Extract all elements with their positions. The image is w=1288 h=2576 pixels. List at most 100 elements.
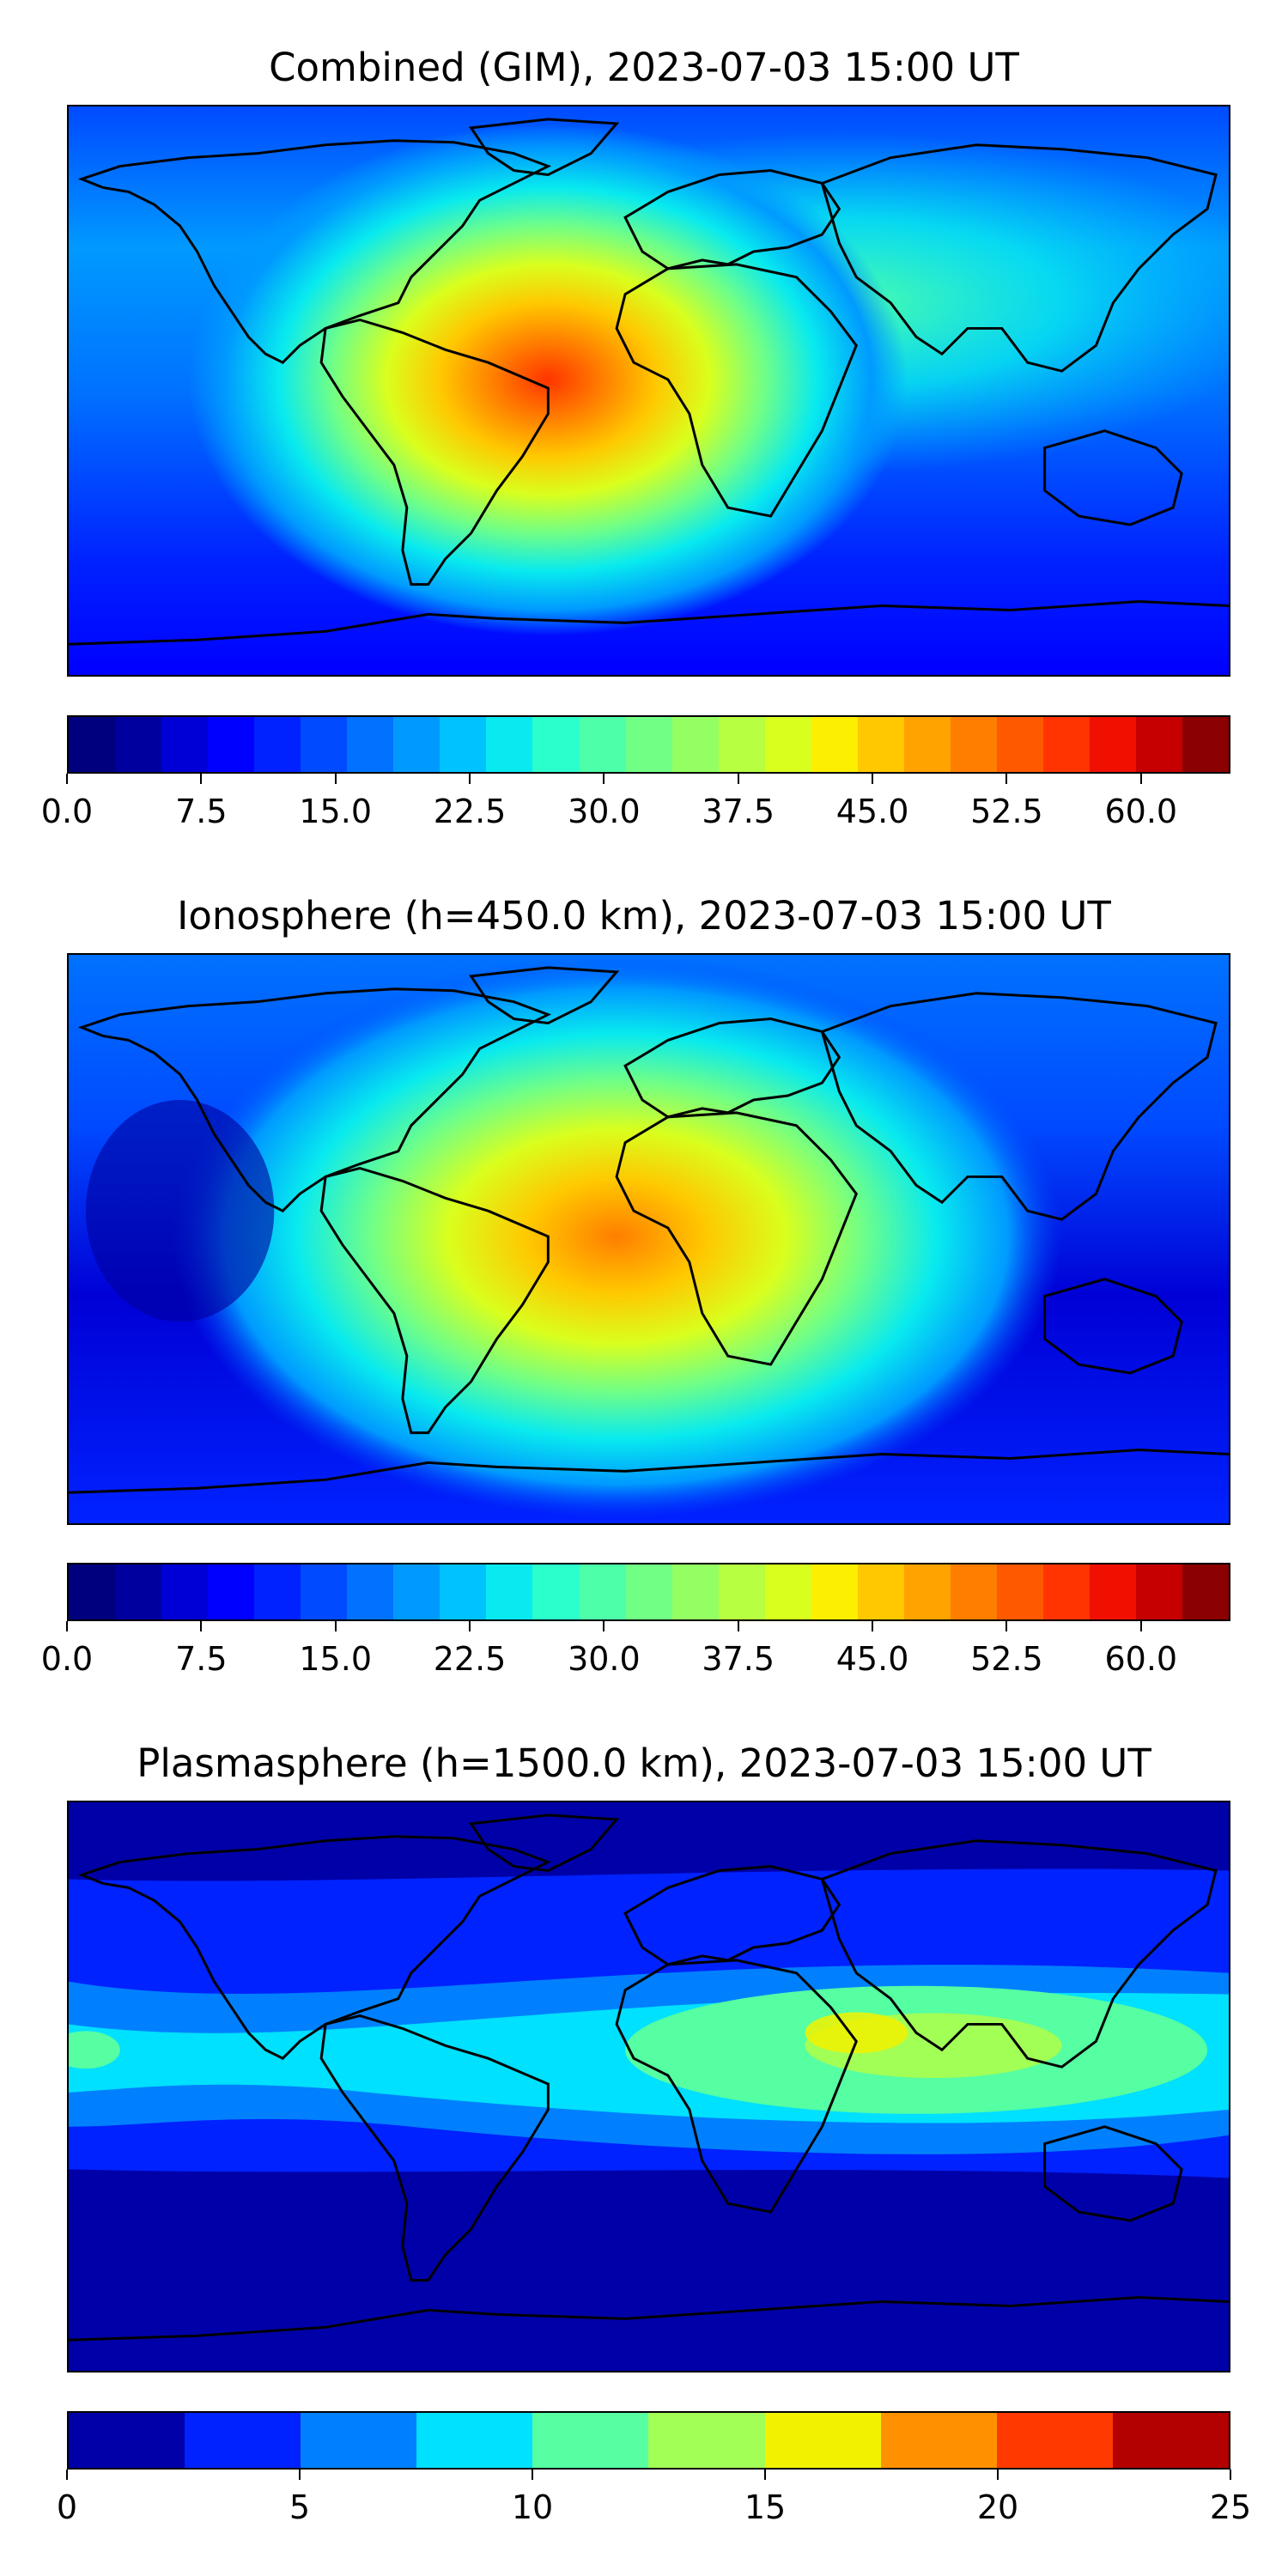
colorbar-tick — [66, 1621, 68, 1631]
colorbar-segment — [69, 1564, 116, 1619]
coastline — [69, 2296, 1229, 2342]
colorbar-ticks-ionosphere: 0.0 7.5 15.0 22.5 30.0 37.5 45.0 52.5 60.0 — [41, 1621, 1230, 1678]
colorbar-segment — [625, 1564, 672, 1619]
field-peak — [188, 123, 908, 636]
panel-title-ionosphere: Ionosphere (h=450.0 km), 2023-07-03 15:0… — [177, 893, 1111, 939]
colorbar-tick-label: 0 — [56, 2488, 78, 2526]
panel-title-plasmasphere: Plasmasphere (h=1500.0 km), 2023-07-03 1… — [137, 1741, 1151, 1786]
colorbar-segment — [811, 1564, 858, 1619]
coastline — [615, 263, 858, 518]
coastline — [469, 1814, 620, 1873]
colorbar-segment — [440, 717, 487, 772]
colorbar-tick — [1005, 1621, 1008, 1631]
colorbar-tick — [334, 774, 337, 784]
colorbar-segment — [903, 1564, 951, 1619]
colorbar-segment — [1090, 1564, 1137, 1619]
colorbar-tick — [532, 2470, 533, 2480]
coastline — [820, 992, 1218, 1221]
colorbar-segment — [857, 1564, 904, 1619]
colorbar-tick-label: 30.0 — [568, 793, 641, 830]
colorbar-segment — [416, 2413, 533, 2468]
colorbar-tick — [66, 774, 68, 784]
colorbar-tick-label: 37.5 — [702, 1640, 775, 1678]
colorbar-segment — [1042, 717, 1091, 772]
colorbar-segment — [671, 1564, 719, 1619]
colorbar-tick — [737, 1621, 739, 1631]
colorbar-tick — [603, 1621, 605, 1631]
colorbar-segment — [764, 717, 811, 772]
coastline — [615, 1111, 858, 1366]
colorbar-combined — [67, 715, 1230, 774]
colorbar-tick — [334, 1621, 337, 1631]
tec-map-combined — [69, 106, 1229, 675]
colorbar-segment — [625, 717, 672, 772]
colorbar-tick-label: 15.0 — [299, 1640, 372, 1678]
colorbar-segment — [880, 2413, 997, 2468]
colorbar-tick-label: 0.0 — [40, 793, 94, 830]
colorbar-segment — [671, 717, 719, 772]
colorbar-segment — [648, 2413, 765, 2468]
colorbar-tick — [603, 774, 605, 784]
colorbar-tick — [764, 2470, 766, 2480]
coastline — [77, 1835, 552, 2061]
colorbar-tick-label: 25 — [1209, 2488, 1252, 2526]
colorbar-tick — [1139, 1621, 1142, 1631]
colorbar-segment — [1182, 717, 1229, 772]
colorbar-tick-label: 7.5 — [175, 793, 228, 830]
colorbar-tick — [200, 774, 203, 784]
colorbar-segment — [301, 1564, 348, 1619]
colorbar-tick — [469, 1621, 471, 1631]
colorbar-segment — [532, 1564, 580, 1619]
colorbar-segment — [254, 1564, 301, 1619]
band-peak — [805, 2012, 908, 2054]
colorbar-tick-label: 30.0 — [568, 1640, 641, 1678]
colorbar-tick-label: 37.5 — [702, 793, 775, 830]
colorbar-segment — [764, 1564, 811, 1619]
colorbar-segment — [440, 1564, 487, 1619]
colorbar-segment — [903, 717, 951, 772]
colorbar-segment — [1136, 717, 1183, 772]
map-combined — [67, 105, 1230, 677]
coastlines — [69, 966, 1229, 1494]
colorbar-tick — [299, 2470, 301, 2480]
coastline — [77, 987, 552, 1213]
colorbar-segment — [69, 2413, 185, 2468]
colorbar-segment — [579, 717, 626, 772]
colorbar-tick-label: 10 — [511, 2488, 554, 2526]
colorbar-segment — [996, 1564, 1043, 1619]
colorbar-tick — [1005, 774, 1008, 784]
colorbar-tick-label: 15.0 — [299, 793, 372, 830]
coastlines — [69, 118, 1229, 646]
colorbar-tick-label: 52.5 — [970, 1640, 1043, 1678]
coastline — [69, 600, 1229, 646]
colorbar-segment — [254, 717, 301, 772]
field-low — [85, 1099, 275, 1322]
colorbar-tick-label: 60.0 — [1104, 1640, 1178, 1678]
colorbar-segment — [486, 717, 533, 772]
colorbar-segment — [208, 717, 255, 772]
tec-map-plasmasphere — [69, 1802, 1229, 2371]
colorbar-segment — [1182, 1564, 1229, 1619]
colorbar-segment — [996, 717, 1043, 772]
coastline — [69, 1449, 1229, 1494]
colorbar-segment — [347, 717, 394, 772]
colorbar-segment — [718, 717, 765, 772]
colorbar-tick — [872, 774, 874, 784]
colorbar-tick — [737, 774, 739, 784]
colorbar-plasmasphere — [67, 2411, 1230, 2470]
colorbar-ionosphere — [67, 1563, 1230, 1621]
colorbar-tick — [66, 2470, 68, 2480]
colorbar-segment — [532, 2413, 649, 2468]
colorbar-segment — [347, 1564, 394, 1619]
coastline — [615, 1959, 858, 2214]
colorbar-tick — [200, 1621, 203, 1631]
colorbar-ticks-combined: 0.0 7.5 15.0 22.5 30.0 37.5 45.0 52.5 60.0 — [41, 774, 1230, 830]
colorbar-segment — [115, 1564, 162, 1619]
panel-title-combined: Combined (GIM), 2023-07-03 15:00 UT — [269, 45, 1019, 90]
colorbar-segment — [532, 717, 580, 772]
colorbar-segment — [69, 717, 116, 772]
colorbar-tick — [997, 2470, 999, 2480]
colorbar-segment — [718, 1564, 765, 1619]
colorbar-tick — [1230, 2470, 1231, 2480]
field-peak — [171, 955, 1062, 1519]
